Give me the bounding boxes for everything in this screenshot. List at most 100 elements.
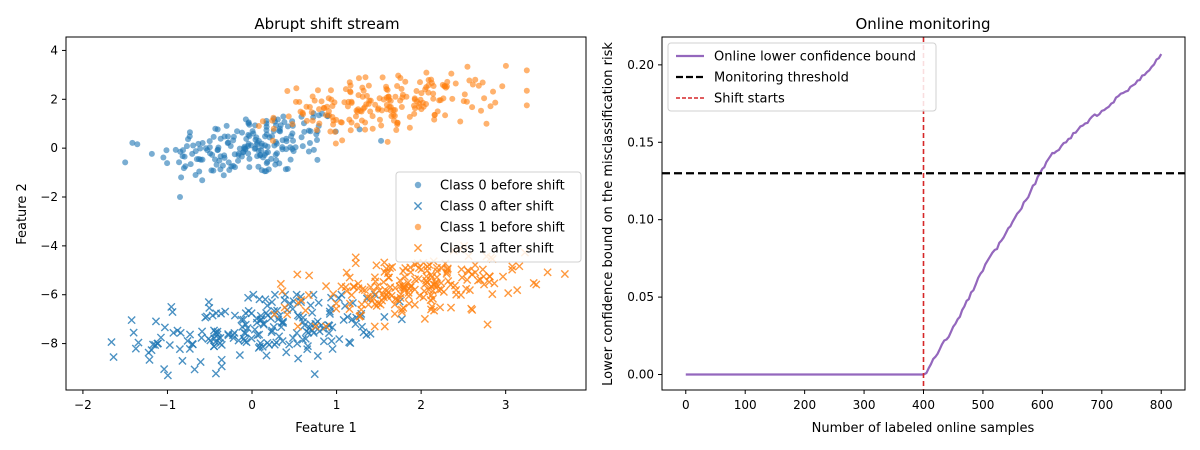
scatter-point bbox=[334, 294, 343, 303]
scatter-point bbox=[483, 120, 490, 127]
scatter-y-axis-label: Feature 2 bbox=[15, 183, 30, 245]
scatter-point bbox=[186, 129, 193, 136]
scatter-point bbox=[382, 264, 391, 273]
scatter-point bbox=[347, 127, 354, 134]
scatter-point bbox=[335, 334, 344, 344]
scatter-point bbox=[345, 299, 354, 308]
scatter-point bbox=[313, 136, 320, 143]
scatter-point bbox=[309, 117, 316, 124]
scatter-point bbox=[367, 108, 374, 115]
scatter-point bbox=[339, 137, 346, 144]
scatter-point bbox=[230, 133, 237, 140]
scatter-point bbox=[210, 167, 217, 174]
scatter-point bbox=[391, 106, 398, 113]
y-tick-label: −2 bbox=[40, 190, 58, 204]
scatter-point bbox=[332, 304, 341, 313]
scatter-point bbox=[362, 74, 369, 81]
scatter-point bbox=[427, 302, 437, 311]
scatter-point bbox=[442, 112, 449, 119]
scatter-point bbox=[165, 340, 174, 350]
scatter-point bbox=[523, 87, 530, 94]
scatter-point bbox=[214, 147, 221, 154]
scatter-point bbox=[340, 301, 350, 310]
scatter-point bbox=[246, 155, 253, 162]
scatter-point bbox=[402, 78, 409, 85]
scatter-point bbox=[473, 276, 483, 285]
scatter-point bbox=[206, 336, 215, 345]
scatter-point bbox=[440, 95, 447, 102]
scatter-point bbox=[308, 109, 315, 116]
scatter-point bbox=[252, 314, 261, 323]
scatter-point bbox=[504, 289, 513, 298]
scatter-point bbox=[109, 352, 118, 362]
scatter-point bbox=[182, 163, 189, 170]
scatter-point bbox=[259, 118, 266, 125]
y-tick-label: 0.10 bbox=[627, 213, 654, 227]
scatter-point bbox=[508, 265, 517, 274]
scatter-point bbox=[269, 322, 278, 332]
scatter-point bbox=[276, 279, 285, 288]
scatter-point bbox=[190, 142, 197, 149]
scatter-point bbox=[391, 112, 398, 119]
scatter-point bbox=[306, 103, 313, 110]
bound-line bbox=[685, 53, 1163, 376]
scatter-point bbox=[206, 138, 213, 145]
scatter-point bbox=[160, 154, 167, 161]
scatter-point bbox=[168, 307, 177, 317]
scatter-point bbox=[301, 128, 308, 135]
scatter-point bbox=[294, 354, 303, 363]
scatter-point bbox=[197, 333, 206, 342]
scatter-point bbox=[391, 283, 400, 293]
scatter-point bbox=[284, 88, 291, 95]
scatter-point bbox=[410, 285, 419, 294]
scatter-axis-ticks: −2 −1 0 1 2 3 −8 −6 −4 −2 0 2 4 bbox=[40, 43, 509, 412]
scatter-point bbox=[313, 351, 322, 360]
scatter-point bbox=[257, 152, 264, 159]
scatter-point bbox=[378, 137, 385, 144]
scatter-point bbox=[328, 96, 335, 103]
scatter-point bbox=[449, 95, 456, 102]
scatter-point bbox=[430, 95, 437, 102]
scatter-point bbox=[411, 105, 418, 112]
monitoring-chart: Online monitoring 0 100 200 300 400 500 600 700… bbox=[601, 15, 1186, 436]
scatter-point bbox=[400, 283, 409, 292]
scatter-point bbox=[239, 129, 246, 136]
scatter-point bbox=[418, 90, 425, 97]
scatter-point bbox=[270, 290, 280, 299]
scatter-point bbox=[316, 120, 323, 127]
scatter-point bbox=[543, 268, 552, 277]
scatter-point bbox=[354, 122, 361, 129]
scatter-point bbox=[426, 270, 436, 280]
scatter-point bbox=[357, 305, 366, 314]
scatter-point bbox=[467, 304, 476, 313]
scatter-point bbox=[263, 301, 272, 310]
scatter-point bbox=[404, 292, 413, 301]
scatter-point bbox=[278, 337, 287, 346]
legend-entry-label: Class 1 before shift bbox=[440, 221, 565, 236]
scatter-point bbox=[342, 268, 351, 277]
scatter-point bbox=[188, 340, 197, 349]
scatter-point bbox=[134, 338, 143, 347]
scatter-point bbox=[278, 287, 287, 296]
y-tick-label: −4 bbox=[40, 239, 58, 253]
scatter-point bbox=[397, 315, 406, 324]
scatter-point bbox=[255, 138, 262, 145]
scatter-point bbox=[311, 97, 318, 104]
scatter-point bbox=[229, 333, 238, 343]
scatter-point bbox=[209, 342, 219, 351]
legend-entry-label: Class 1 after shift bbox=[440, 242, 554, 257]
scatter-point bbox=[127, 315, 136, 325]
scatter-point bbox=[270, 125, 277, 132]
scatter-point bbox=[420, 287, 429, 296]
scatter-point bbox=[303, 342, 312, 351]
scatter-point bbox=[437, 278, 446, 288]
scatter-point bbox=[396, 290, 406, 299]
scatter-point bbox=[176, 194, 183, 201]
scatter-point bbox=[380, 96, 387, 103]
scatter-point bbox=[384, 138, 391, 145]
scatter-point bbox=[346, 79, 353, 86]
scatter-point bbox=[348, 315, 357, 324]
scatter-point bbox=[267, 328, 276, 337]
scatter-point bbox=[225, 159, 232, 166]
scatter-point bbox=[226, 166, 233, 173]
